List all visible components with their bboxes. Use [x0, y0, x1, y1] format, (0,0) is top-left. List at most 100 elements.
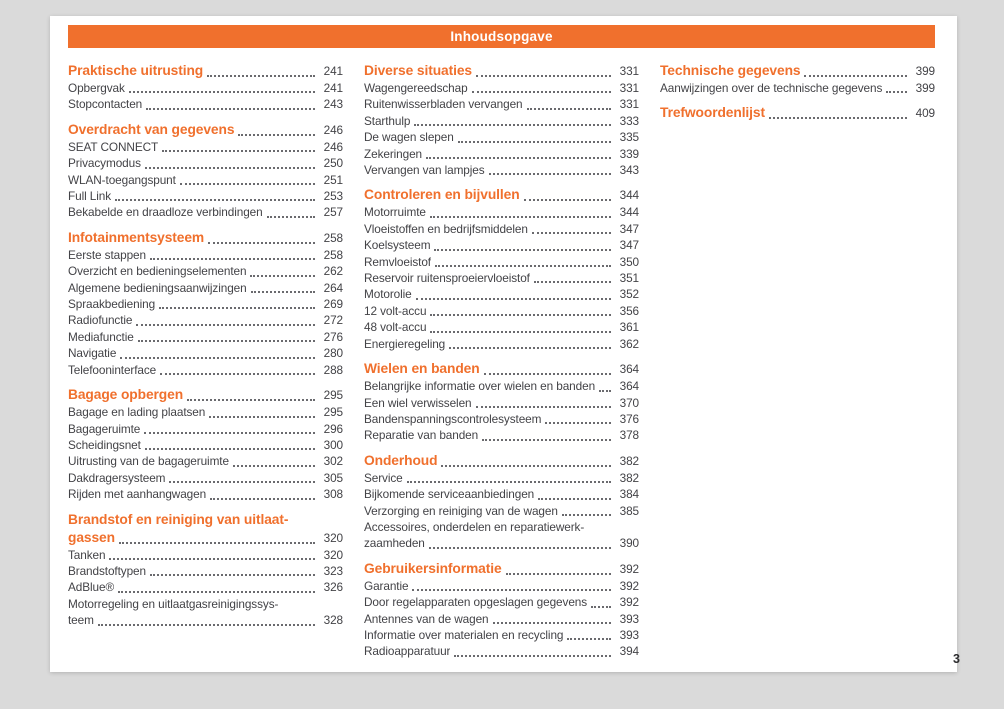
toc-entry[interactable]: Antennes van de wagen 393 [364, 611, 639, 627]
section-heading[interactable]: Infotainmentsysteem 258 [68, 229, 343, 247]
dot-leader [428, 546, 611, 549]
page-ref: 302 [323, 454, 343, 469]
page-ref: 393 [619, 627, 639, 642]
toc-entry[interactable]: Ruitenwisserbladen vervangen 331 [364, 96, 639, 112]
toc-entry[interactable]: Dakdragersysteem 305 [68, 470, 343, 486]
toc-entry[interactable]: Bagageruimte 296 [68, 421, 343, 437]
toc-entry[interactable]: Stopcontacten 243 [68, 96, 343, 112]
section-heading[interactable]: Trefwoordenlijst 409 [660, 104, 935, 122]
toc-entry[interactable]: Algemene bedieningsaanwijzingen 264 [68, 280, 343, 296]
section-heading[interactable]: Praktische uitrusting 241 [68, 62, 343, 80]
toc-section: Wielen en banden 364 Belangrijke informati… [364, 360, 639, 444]
toc-entry[interactable]: WLAN-toegangspunt 251 [68, 172, 343, 188]
toc-entry[interactable]: Koelsysteem 347 [364, 237, 639, 253]
page-ref: 352 [619, 287, 639, 302]
toc-entry[interactable]: Bandenspanningscontrolesysteem 376 [364, 411, 639, 427]
toc-entry[interactable]: Reparatie van banden 378 [364, 427, 639, 443]
dot-leader [232, 464, 315, 467]
dot-leader [483, 373, 611, 376]
section-heading[interactable]: Gebruikersinformatie 392 [364, 560, 639, 578]
dot-leader [475, 75, 611, 77]
toc-entry-label: Garantie [364, 578, 409, 593]
toc-entry-label: Dakdragersysteem [68, 470, 166, 485]
page-ref: 392 [619, 561, 639, 576]
section-heading[interactable]: gassen 320 [68, 529, 343, 547]
toc-entry[interactable]: Motorruimte 344 [364, 204, 639, 220]
toc-entry-label: Bijkomende serviceaanbiedingen [364, 487, 535, 502]
dot-leader [523, 199, 611, 202]
toc-entry[interactable]: Wagengereedschap 331 [364, 80, 639, 96]
dot-leader [238, 133, 315, 136]
toc-entry[interactable]: Telefooninterface 288 [68, 362, 343, 378]
toc-entry-continuation: Motorregeling en uitlaatgasreinigingssys… [68, 596, 279, 611]
toc-entry[interactable]: De wagen slepen 335 [364, 129, 639, 145]
toc-entry[interactable]: SEAT CONNECT 246 [68, 139, 343, 155]
toc-entry[interactable]: Rijden met aanhangwagen 308 [68, 486, 343, 502]
page-ref: 251 [323, 172, 343, 187]
toc-entry[interactable]: Verzorging en reiniging van de wagen 385 [364, 503, 639, 519]
toc-entry-label: Ruitenwisserbladen vervangen [364, 97, 523, 112]
toc-entry[interactable]: Spraakbediening 269 [68, 296, 343, 312]
toc-entry[interactable]: Belangrijke informatie over wielen en ba… [364, 378, 639, 394]
toc-entry-label: Wagengereedschap [364, 81, 468, 95]
toc-entry[interactable]: Bijkomende serviceaanbiedingen 384 [364, 486, 639, 502]
toc-entry[interactable]: Door regelapparaten opgeslagen gegevens 3… [364, 594, 639, 610]
toc-entry[interactable]: 48 volt-accu 361 [364, 319, 639, 335]
dot-leader [561, 513, 611, 516]
dot-leader [886, 91, 907, 94]
toc-entry-label: Vervangen van lampjes [364, 163, 485, 178]
toc-entry[interactable]: 12 volt-accu 356 [364, 303, 639, 319]
toc-entry[interactable]: Informatie over materialen en recycling 3… [364, 627, 639, 643]
toc-entry[interactable]: Aanwijzingen over de technische gegevens… [660, 80, 935, 96]
toc-entry[interactable]: Full Link 253 [68, 188, 343, 204]
section-heading[interactable]: Wielen en banden 364 [364, 360, 639, 378]
toc-entry[interactable]: Energieregeling 362 [364, 336, 639, 352]
toc-entry[interactable]: Radiofunctie 272 [68, 312, 343, 328]
page-ref: 320 [323, 547, 343, 562]
toc-entry[interactable]: zaamheden 390 [364, 535, 639, 551]
toc-entry[interactable]: Overzicht en bedieningselementen 262 [68, 263, 343, 279]
toc-entry[interactable]: Uitrusting van de bagageruimte 302 [68, 453, 343, 469]
dot-leader [120, 356, 315, 359]
section-heading[interactable]: Diverse situaties 331 [364, 62, 639, 80]
toc-entry[interactable]: teem 328 [68, 612, 343, 628]
toc-entry[interactable]: Opbergvak 241 [68, 80, 343, 96]
dot-leader [149, 258, 315, 261]
toc-entry[interactable]: Brandstoftypen 323 [68, 563, 343, 579]
toc-entry[interactable]: Garantie 392 [364, 578, 639, 594]
toc-entry[interactable]: Privacymodus 250 [68, 155, 343, 171]
page-ref: 361 [619, 320, 639, 335]
toc-entry[interactable]: Vervangen van lampjes 343 [364, 162, 639, 178]
toc-section: Praktische uitrusting 241 Opbergvak 241 Stop… [68, 62, 343, 113]
section-heading[interactable]: Bagage opbergen 295 [68, 386, 343, 404]
toc-entry[interactable]: Bekabelde en draadloze verbindingen 257 [68, 204, 343, 220]
toc-entry[interactable]: Zekeringen 339 [364, 146, 639, 162]
toc-entry[interactable]: Een wiel verwisselen 370 [364, 395, 639, 411]
dot-leader [406, 481, 611, 484]
section-heading-label: gassen [68, 529, 115, 545]
toc-entry[interactable]: Scheidingsnet 300 [68, 437, 343, 453]
dot-leader [144, 166, 315, 169]
dot-leader [441, 464, 611, 467]
toc-entry[interactable]: Reservoir ruitensproeiervloeistof 351 [364, 270, 639, 286]
toc-entry[interactable]: Motorolie 352 [364, 286, 639, 302]
toc-entry[interactable]: Bagage en lading plaatsen 295 [68, 404, 343, 420]
toc-entry[interactable]: Navigatie 280 [68, 345, 343, 361]
toc-entry[interactable]: Mediafunctie 276 [68, 329, 343, 345]
toc-entry[interactable]: Remvloeistof 350 [364, 254, 639, 270]
section-heading[interactable]: Controleren en bijvullen 344 [364, 186, 639, 204]
toc-entry[interactable]: Service 382 [364, 470, 639, 486]
toc-entry[interactable]: Eerste stappen 258 [68, 247, 343, 263]
toc-entry[interactable]: Starthulp 333 [364, 113, 639, 129]
section-heading[interactable]: Overdracht van gegevens 246 [68, 121, 343, 139]
page-ref: 364 [619, 362, 639, 377]
toc-entry[interactable]: Tanken 320 [68, 547, 343, 563]
section-heading[interactable]: Technische gegevens 399 [660, 62, 935, 80]
page-ref: 320 [323, 530, 343, 545]
toc-entry[interactable]: Vloeistoffen en bedrijfsmiddelen 347 [364, 221, 639, 237]
toc-entry[interactable]: AdBlue® 326 [68, 579, 343, 595]
toc-entry[interactable]: Radioapparatuur 394 [364, 643, 639, 659]
toc-entry-label: WLAN-toegangspunt [68, 172, 176, 187]
section-heading[interactable]: Onderhoud 382 [364, 452, 639, 470]
page-ref: 356 [619, 303, 639, 318]
